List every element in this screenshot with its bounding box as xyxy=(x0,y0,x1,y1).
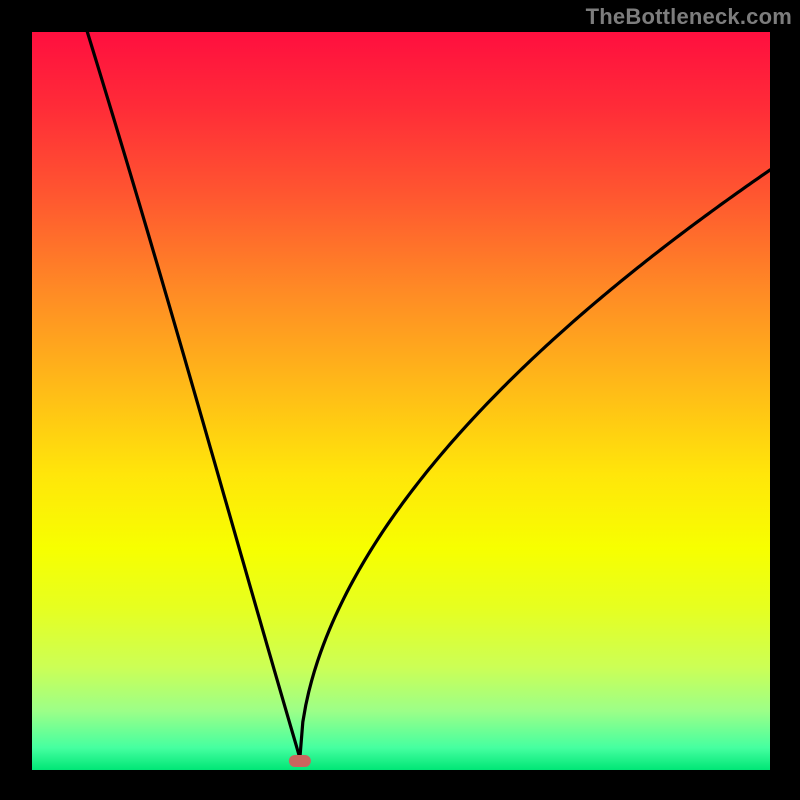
bottleneck-curve-chart xyxy=(0,0,800,800)
plot-background xyxy=(32,32,770,770)
chart-stage: TheBottleneck.com xyxy=(0,0,800,800)
minimum-marker xyxy=(289,755,311,767)
watermark-text: TheBottleneck.com xyxy=(586,4,792,30)
